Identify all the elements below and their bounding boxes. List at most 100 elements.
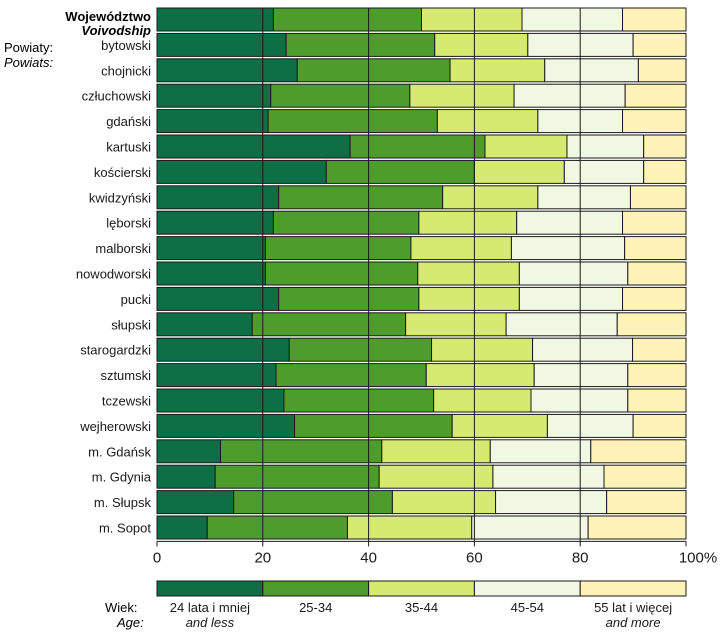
bar-segment — [622, 210, 687, 235]
bar-segment — [267, 109, 438, 134]
x-tick-label: 60 — [466, 549, 483, 566]
bars-layer — [156, 7, 687, 540]
bar-segment — [272, 7, 422, 32]
grid-layer — [262, 8, 581, 542]
category-label: człuchowski — [82, 89, 151, 104]
category-label: gdański — [106, 114, 151, 129]
bar-segment — [378, 464, 494, 489]
header-subgroup-label: Powiaty: — [4, 40, 53, 55]
bar-segment — [278, 185, 444, 210]
x-tick-label: 80 — [572, 549, 589, 566]
bar-segment — [264, 236, 412, 261]
bar-segment — [405, 312, 507, 337]
bar-segment — [442, 185, 539, 210]
bar-segment — [156, 312, 253, 337]
legend-title: Wiek: — [105, 600, 138, 615]
bar-segment — [156, 363, 277, 388]
bar-segment — [156, 159, 327, 184]
bar-segment — [521, 7, 624, 32]
bar-segment — [294, 413, 453, 438]
bar-segment — [156, 388, 285, 413]
bar-segment — [546, 413, 634, 438]
x-axis: 0 20 40 60 80 100% — [153, 540, 717, 566]
bar-segment — [391, 490, 497, 515]
category-label: lęborski — [106, 216, 151, 231]
bar-segment — [606, 490, 687, 515]
category-label: słupski — [111, 317, 151, 332]
legend-label: 45-54 — [511, 600, 544, 615]
bar-segment — [566, 134, 645, 159]
category-label: wejherowski — [79, 419, 151, 434]
bar-segment — [451, 413, 548, 438]
bar-segment — [346, 515, 473, 540]
x-tick-label: 100% — [679, 549, 717, 566]
x-tick-label: 0 — [153, 549, 161, 566]
bar-segment — [516, 210, 624, 235]
bar-segment — [156, 337, 290, 362]
bar-segment — [264, 261, 419, 286]
legend-swatch — [579, 580, 687, 597]
bar-segment — [421, 7, 523, 32]
bar-segment — [349, 134, 486, 159]
bar-segment — [624, 83, 687, 108]
bar-segment — [434, 32, 529, 57]
bar-segment — [637, 58, 687, 83]
bar-segment — [283, 388, 435, 413]
category-label: m. Gdańsk — [88, 444, 151, 459]
category-label: kwidzyński — [89, 190, 151, 205]
bar-segment — [627, 388, 687, 413]
bar-segment — [484, 134, 568, 159]
bar-segment — [643, 159, 687, 184]
bar-segment — [156, 7, 274, 32]
legend-label: 24 lata i mniej — [170, 600, 250, 615]
bar-segment — [643, 134, 687, 159]
bar-segment — [285, 32, 436, 57]
bar-segment — [156, 413, 296, 438]
bar-segment — [251, 312, 407, 337]
bar-segment — [270, 83, 411, 108]
category-label: kartuski — [106, 140, 151, 155]
bar-segment — [156, 261, 266, 286]
bar-segment — [417, 261, 520, 286]
bar-segment — [296, 58, 451, 83]
bar-segment — [272, 210, 420, 235]
bar-segment — [156, 58, 298, 83]
category-label: malborski — [95, 241, 151, 256]
category-label: m. Gdynia — [92, 470, 152, 485]
bar-segment — [288, 337, 433, 362]
bar-segment — [622, 286, 687, 311]
bar-segment — [587, 515, 687, 540]
category-label: m. Słupsk — [94, 495, 152, 510]
bar-segment — [510, 236, 626, 261]
bar-segment — [622, 109, 687, 134]
bar-segment — [632, 337, 687, 362]
bar-segment — [156, 134, 351, 159]
bar-segment — [532, 337, 634, 362]
bar-segment — [156, 515, 208, 540]
category-label: pucki — [121, 292, 151, 307]
bar-segment — [627, 363, 687, 388]
x-tick-label: 40 — [360, 549, 377, 566]
bar-segment — [492, 464, 605, 489]
x-tick-label: 20 — [254, 549, 271, 566]
bar-segment — [206, 515, 348, 540]
bar-segment — [530, 388, 629, 413]
bar-segment — [325, 159, 475, 184]
bar-segment — [489, 439, 592, 464]
legend-swatch — [473, 580, 581, 597]
legend-label: 35-44 — [405, 600, 438, 615]
bar-segment — [537, 185, 631, 210]
bar-segment — [624, 236, 687, 261]
bar-segment — [473, 159, 565, 184]
category-label: tczewski — [102, 394, 151, 409]
legend-label-en: and more — [606, 615, 661, 630]
bar-segment — [156, 439, 221, 464]
bar-segment — [505, 312, 618, 337]
category-label: starogardzki — [80, 343, 151, 358]
bar-segment — [156, 210, 274, 235]
header-subgroup-label-en: Powiats: — [4, 55, 54, 70]
bar-segment — [433, 388, 532, 413]
bar-segment — [156, 236, 266, 261]
